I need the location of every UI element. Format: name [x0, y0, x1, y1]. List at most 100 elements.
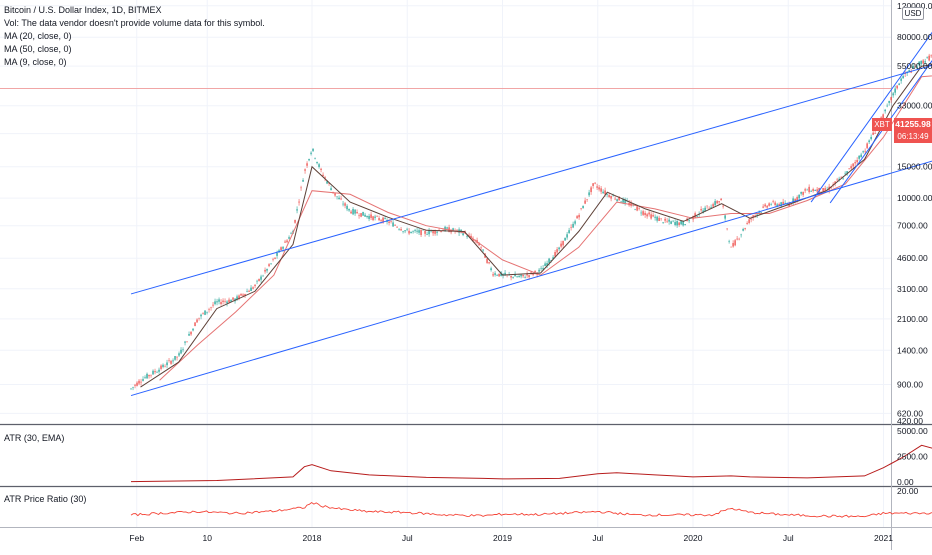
candle-body-337: [804, 189, 805, 190]
candle-body-309: [748, 219, 749, 223]
candle-body-26: [182, 349, 183, 350]
candle-body-8: [146, 374, 147, 378]
candle-body-219: [568, 230, 569, 233]
candle-body-226: [582, 206, 583, 208]
candle-body-48: [226, 302, 227, 304]
time-axis-label-2: 2018: [303, 533, 322, 543]
candle-body-46: [222, 301, 223, 302]
candle-body-338: [806, 190, 807, 191]
candle-body-56: [242, 295, 243, 296]
candle-body-106: [342, 204, 343, 205]
candle-body-114: [358, 215, 359, 216]
candle-body-133: [396, 227, 397, 228]
time-axis-label-5: Jul: [592, 533, 603, 543]
candle-body-166: [462, 233, 463, 235]
candle-body-33: [196, 320, 197, 323]
candle-body-141: [412, 231, 413, 232]
candle-body-20: [170, 361, 171, 364]
candle-body-253: [636, 206, 637, 210]
currency-selector[interactable]: USD: [902, 7, 924, 20]
candle-body-83: [296, 209, 297, 210]
candle-body-3: [136, 383, 137, 386]
candle-body-129: [388, 222, 389, 223]
candle-body-362: [854, 162, 855, 163]
candle-body-216: [562, 241, 563, 245]
legend-volume-note[interactable]: Vol: The data vendor doesn't provide vol…: [4, 17, 265, 30]
candle-body-24: [178, 353, 179, 355]
candle-body-199: [528, 275, 529, 277]
legend-ma-50[interactable]: MA (50, close, 0): [4, 43, 265, 56]
price-axis-label-bottom: 420.00: [897, 416, 923, 426]
candle-body-90: [310, 153, 311, 154]
candle-body-196: [522, 275, 523, 276]
candle-body-108: [346, 206, 347, 209]
candle-body-51: [232, 297, 233, 299]
candle-body-195: [520, 275, 521, 277]
candle-body-308: [746, 223, 747, 224]
candle-body-69: [268, 264, 269, 266]
candle-body-217: [564, 238, 565, 241]
candle-body-315: [760, 212, 761, 213]
candle-body-245: [620, 202, 621, 203]
candle-body-365: [860, 155, 861, 158]
price-axis-label-1: 900.00: [897, 379, 923, 389]
candle-body-84: [298, 202, 299, 203]
candle-body-40: [210, 307, 211, 308]
candle-body-93: [316, 162, 317, 163]
atr-axis-label-1: 2500.00: [897, 452, 928, 462]
candle-body-398: [926, 57, 927, 58]
price-axis-label-7: 10000.00: [897, 193, 932, 203]
candle-body-67: [264, 270, 265, 272]
candle-body-296: [722, 206, 723, 207]
candle-body-202: [534, 271, 535, 272]
candle-body-263: [656, 217, 657, 221]
candle-body-180: [490, 268, 491, 270]
candle-body-70: [270, 264, 271, 265]
candle-body-347: [824, 188, 825, 191]
candle-body-102: [334, 193, 335, 195]
candle-body-299: [728, 241, 729, 242]
candle-body-68: [266, 269, 267, 271]
candle-body-95: [320, 169, 321, 170]
legend-symbol[interactable]: Bitcoin / U.S. Dollar Index, 1D, BITMEX: [4, 4, 265, 17]
candle-body-10: [150, 375, 151, 376]
candle-body-4: [138, 381, 139, 384]
candle-body-146: [422, 230, 423, 231]
candle-body-268: [666, 221, 667, 222]
candle-body-71: [272, 259, 273, 260]
candle-body-58: [246, 291, 247, 292]
candle-body-39: [208, 309, 209, 310]
candle-body-223: [576, 216, 577, 218]
candle-body-179: [488, 262, 489, 263]
time-axis-label-1: 10: [202, 533, 212, 543]
candle-body-92: [314, 158, 315, 159]
legend-ma-9[interactable]: MA (9, close, 0): [4, 56, 265, 69]
atr-ratio-pane-title[interactable]: ATR Price Ratio (30): [4, 494, 86, 504]
candle-body-12: [154, 371, 155, 372]
candle-body-142: [414, 230, 415, 231]
candle-body-163: [456, 230, 457, 231]
candle-body-240: [610, 196, 611, 199]
candle-body-360: [850, 166, 851, 168]
legend-ma-20[interactable]: MA (20, close, 0): [4, 30, 265, 43]
candle-body-119: [368, 216, 369, 219]
candle-body-14: [158, 370, 159, 372]
candle-body-43: [216, 301, 217, 302]
atr-pane-title[interactable]: ATR (30, EMA): [4, 433, 64, 443]
price-axis-label-4: 3100.00: [897, 284, 928, 294]
candle-body-333: [796, 197, 797, 200]
candle-body-262: [654, 217, 655, 218]
atr-line: [131, 431, 932, 482]
candle-body-340: [810, 191, 811, 192]
candle-body-28: [186, 342, 187, 343]
candle-body-343: [816, 189, 817, 191]
candle-body-182: [494, 273, 495, 275]
candle-body-271: [672, 221, 673, 222]
candle-body-359: [848, 168, 849, 169]
candle-body-367: [864, 151, 865, 152]
candle-body-55: [240, 294, 241, 296]
price-tag-countdown: 06:13:49: [894, 131, 932, 143]
candle-body-215: [560, 244, 561, 247]
